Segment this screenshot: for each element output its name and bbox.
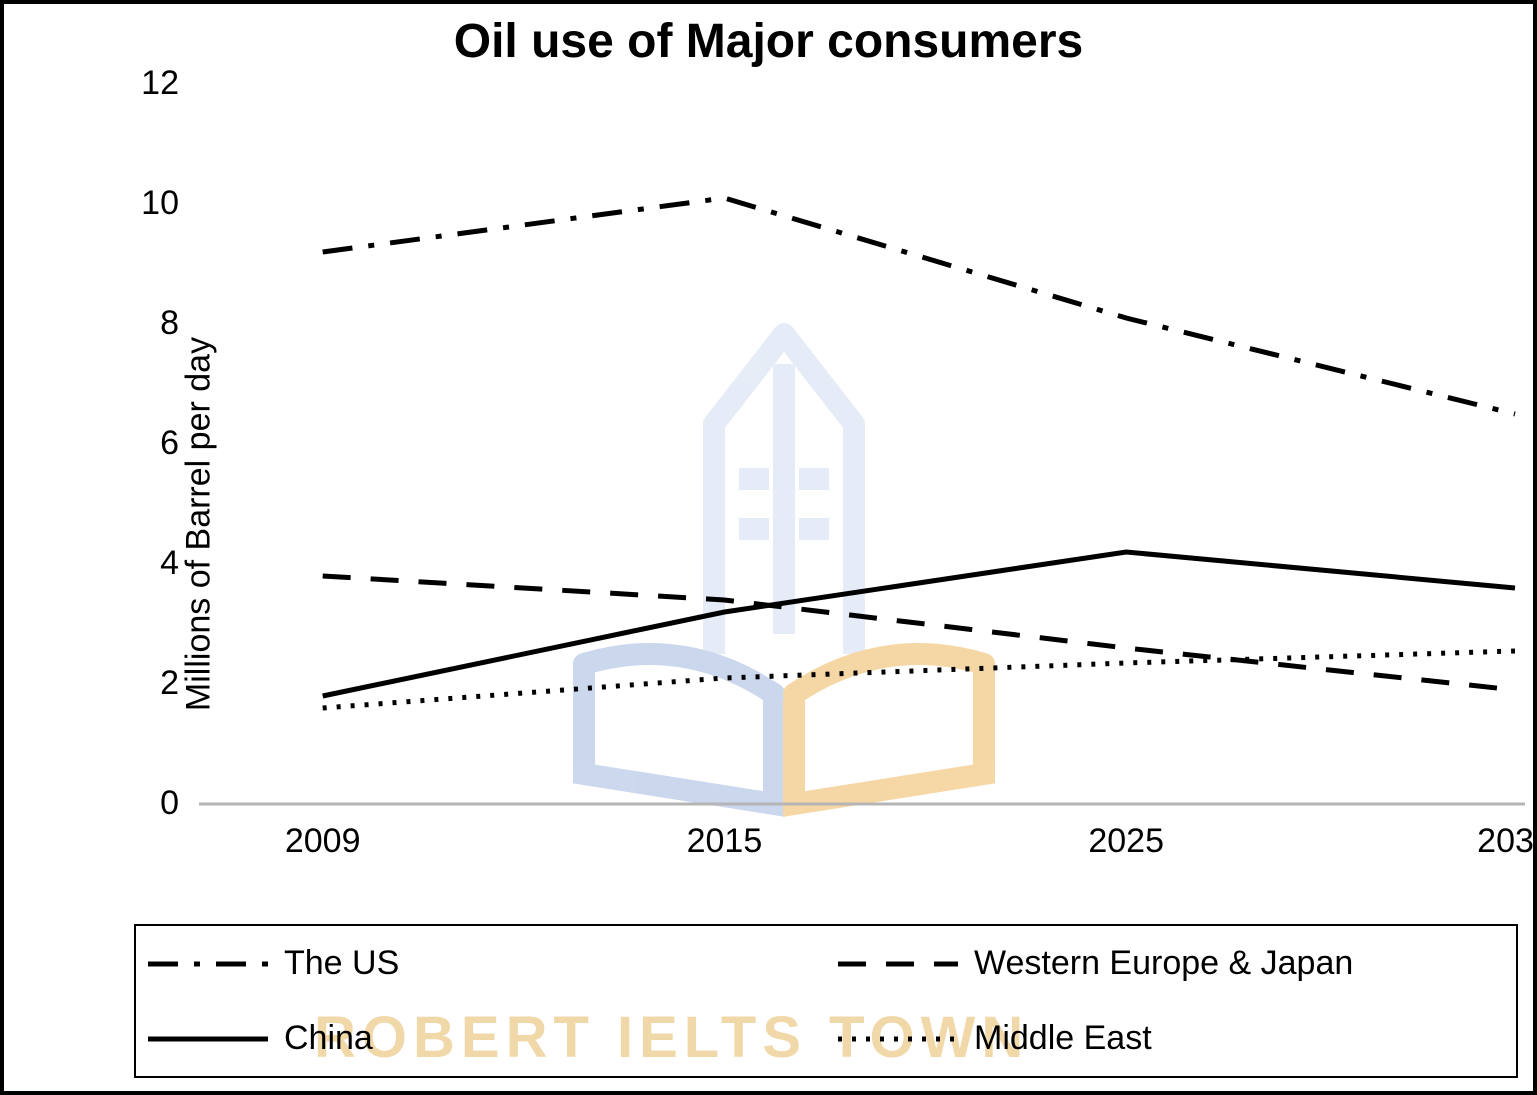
legend-label: Middle East (974, 1019, 1152, 1058)
legend-swatch (148, 949, 268, 979)
series-line (323, 198, 1515, 414)
legend-label: Western Europe & Japan (974, 944, 1353, 983)
legend-swatch (148, 1024, 268, 1054)
legend-swatch (838, 1024, 958, 1054)
legend-label: The US (284, 944, 399, 983)
legend-box: The US Western Europe & Japan China Middle … (134, 924, 1518, 1078)
chart-frame: ROBERT IELTS TOWN Oil use of Major consu… (0, 0, 1537, 1095)
legend-item: Western Europe & Japan (826, 926, 1516, 1001)
legend-label: China (284, 1019, 373, 1058)
legend-swatch (838, 949, 958, 979)
legend-item: The US (136, 926, 826, 1001)
legend-item: China (136, 1001, 826, 1076)
legend-item: Middle East (826, 1001, 1516, 1076)
series-line (323, 576, 1515, 690)
